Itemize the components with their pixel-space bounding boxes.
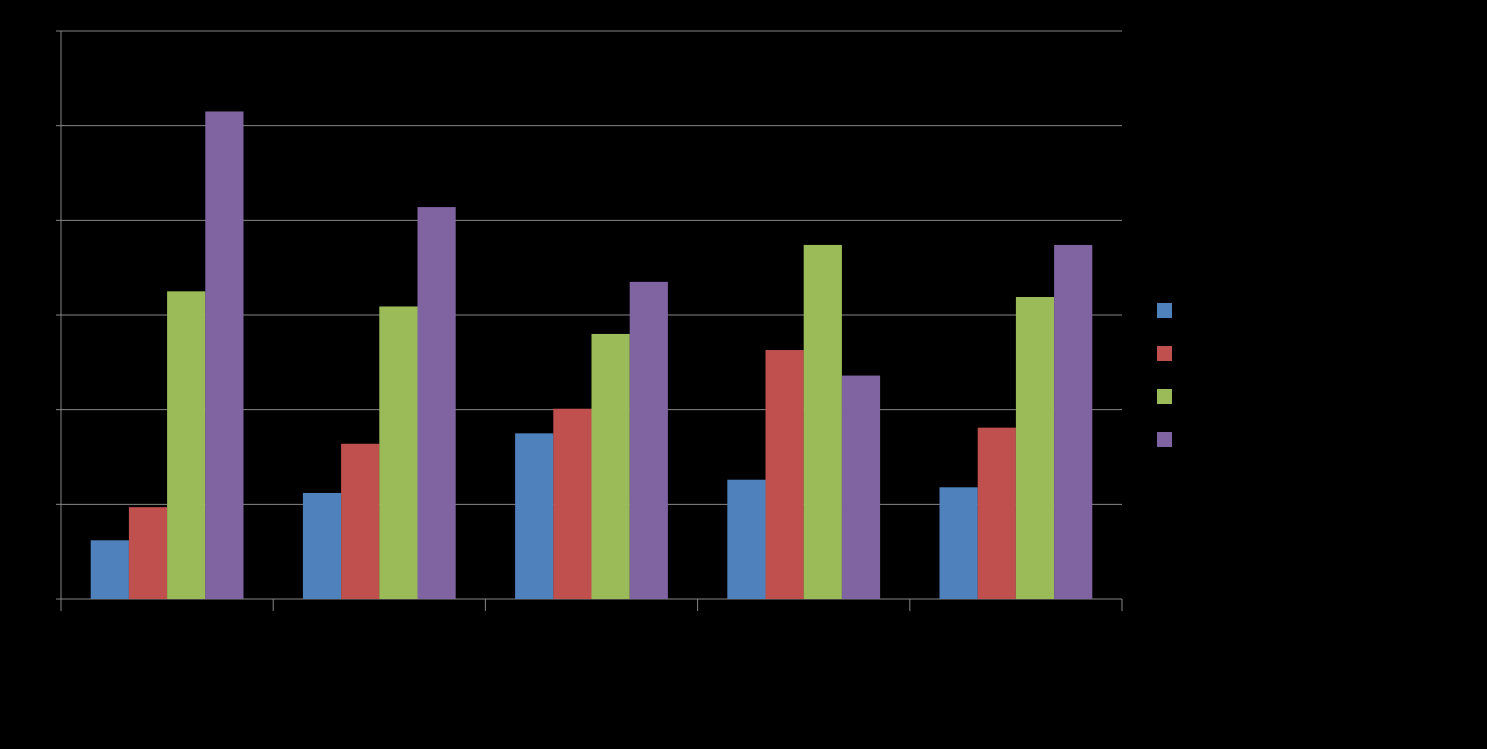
bar xyxy=(341,443,380,599)
bar xyxy=(765,350,804,599)
bar xyxy=(90,540,129,599)
bar xyxy=(302,492,342,599)
bar xyxy=(977,427,1016,599)
legend-swatch xyxy=(1157,346,1172,361)
bar xyxy=(591,333,630,599)
bar xyxy=(167,291,206,599)
bar xyxy=(417,207,456,599)
bar xyxy=(128,507,168,599)
bar xyxy=(629,281,668,599)
bar xyxy=(939,487,978,599)
bar xyxy=(205,111,244,599)
bar xyxy=(379,306,418,599)
bar xyxy=(727,479,766,599)
bar xyxy=(803,244,842,600)
bar xyxy=(841,375,881,599)
legend-swatch xyxy=(1157,303,1172,318)
bar xyxy=(1015,297,1055,599)
legend-swatch xyxy=(1157,432,1172,447)
bar xyxy=(553,408,592,599)
bar xyxy=(1054,244,1093,600)
bar xyxy=(515,433,554,599)
legend-swatch xyxy=(1157,389,1172,404)
